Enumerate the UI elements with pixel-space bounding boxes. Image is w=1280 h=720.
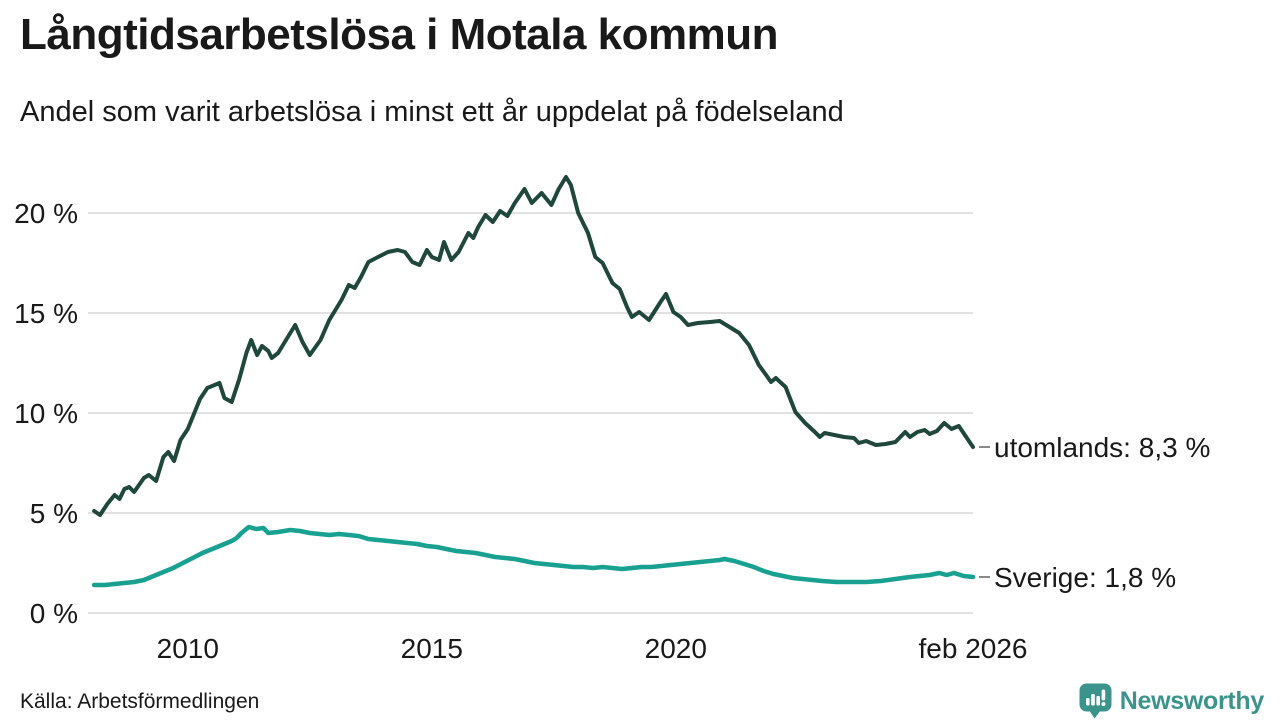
y-axis-tick-label: 10 % xyxy=(14,398,78,429)
y-axis-tick-label: 20 % xyxy=(14,198,78,229)
x-axis-tick-label: feb 2026 xyxy=(919,633,1028,664)
newsworthy-logo-text: Newsworthy xyxy=(1119,686,1265,715)
newsworthy-logo-icon xyxy=(1079,683,1112,719)
series-line-utomlands xyxy=(92,175,975,517)
page-title: Långtidsarbetslösa i Motala kommun xyxy=(20,10,779,59)
x-axis-tick-label: 2015 xyxy=(401,633,463,664)
series-line-Sverige xyxy=(91,524,976,588)
source-note: Källa: Arbetsförmedlingen xyxy=(20,690,260,713)
x-axis-tick-label: 2010 xyxy=(157,633,219,664)
series-end-label-utomlands: utomlands: 8,3 % xyxy=(994,432,1210,463)
page-subtitle: Andel som varit arbetslösa i minst ett å… xyxy=(20,96,844,128)
series-end-label-Sverige: Sverige: 1,8 % xyxy=(994,562,1176,593)
y-axis-tick-label: 0 % xyxy=(30,598,78,629)
newsworthy-logo[interactable]: Newsworthy xyxy=(1079,682,1264,720)
y-axis-tick-label: 5 % xyxy=(30,498,78,529)
x-axis-tick-label: 2020 xyxy=(645,633,707,664)
y-axis-tick-label: 15 % xyxy=(14,298,78,329)
